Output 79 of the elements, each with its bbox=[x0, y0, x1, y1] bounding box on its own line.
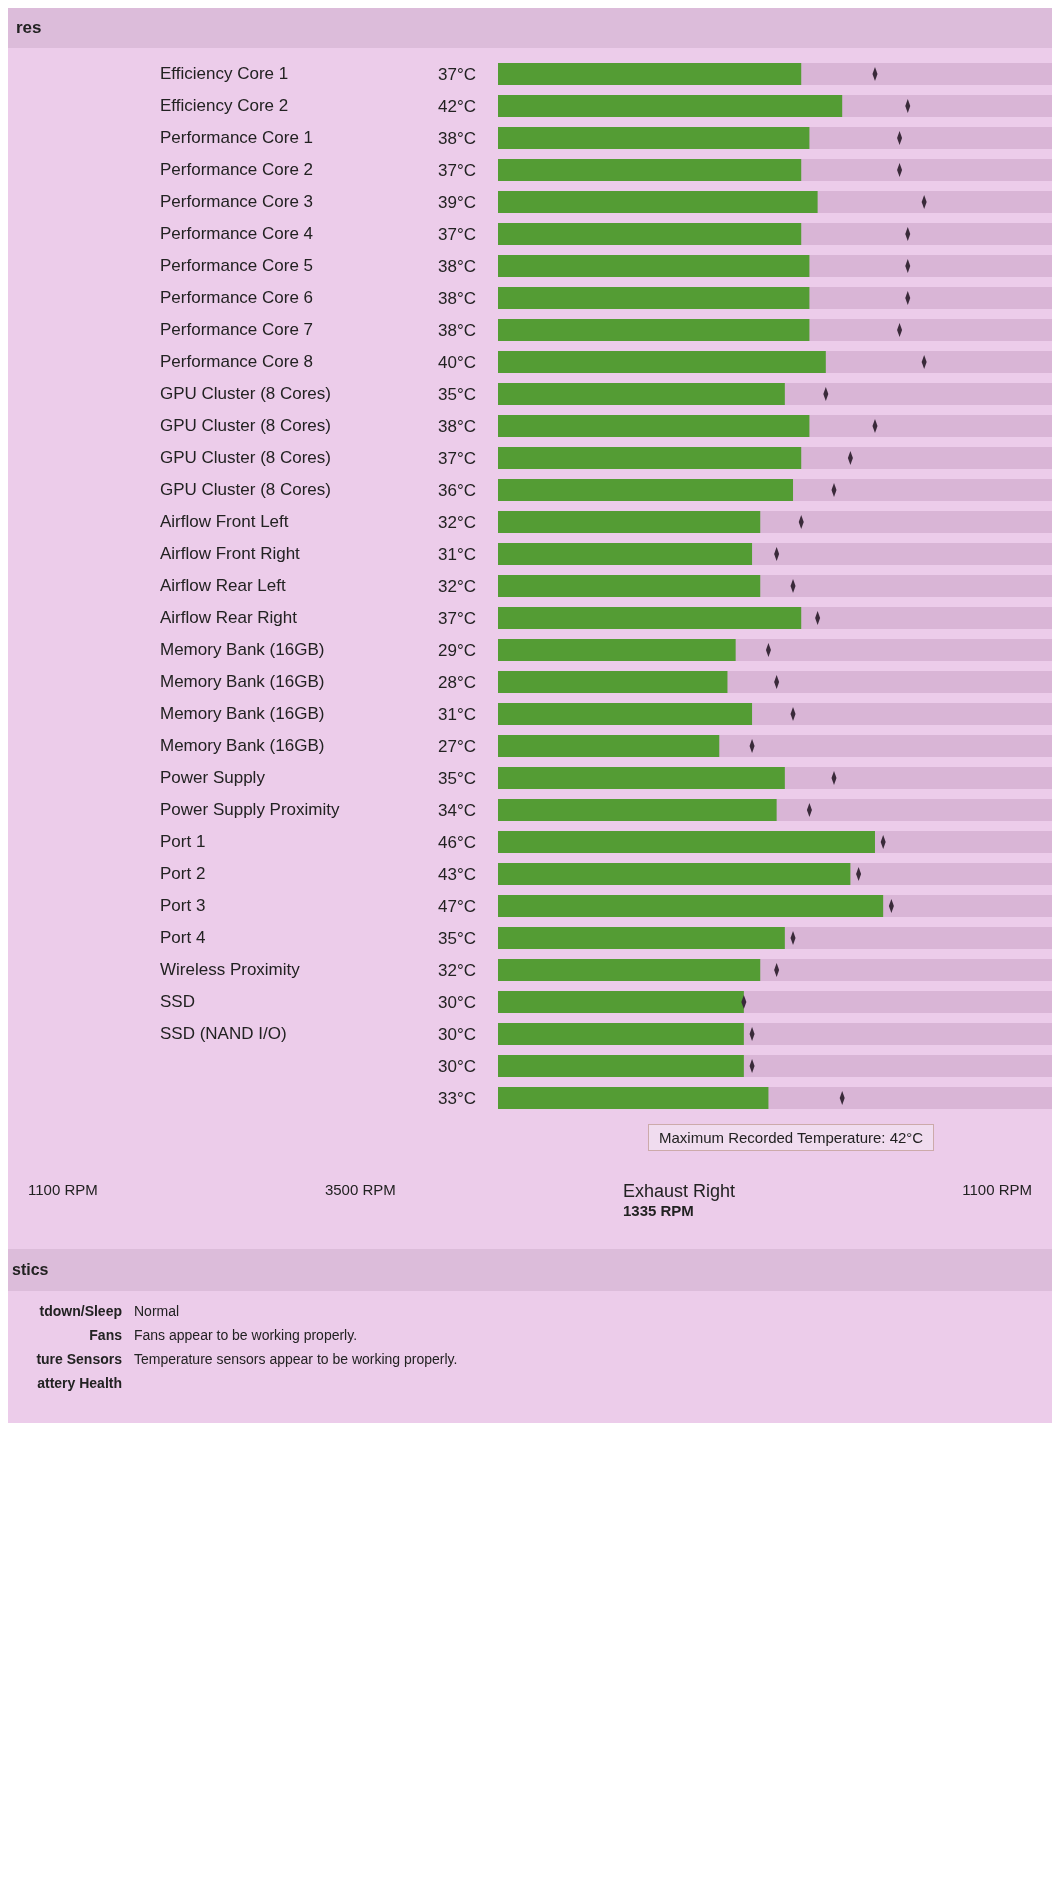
y-tick-label: Wireless Proximity bbox=[160, 960, 301, 979]
y-tick-label: Performance Core 3 bbox=[160, 192, 314, 211]
y-tick-label: Power Supply bbox=[160, 768, 266, 787]
text: Normal bbox=[134, 1303, 181, 1319]
y-tick-label: SSD bbox=[160, 992, 195, 1011]
y-tick-label: Port 3 bbox=[160, 896, 206, 915]
text: ture Sensors bbox=[35, 1351, 122, 1367]
y-tick-label: Performance Core 4 bbox=[160, 224, 314, 243]
data-label: 31°C bbox=[438, 545, 476, 564]
y-tick-label: GPU Cluster (8 Cores) bbox=[160, 480, 331, 499]
text: Temperature sensors appear to be working properly. bbox=[134, 1351, 459, 1367]
data-label: 35°C bbox=[438, 385, 476, 404]
data-label: 37°C bbox=[438, 65, 476, 84]
y-tick-label: Power Supply Proximity bbox=[160, 800, 340, 819]
text: tdown/Sleep bbox=[38, 1303, 122, 1319]
data-label: 32°C bbox=[438, 961, 476, 980]
y-tick-label: Performance Core 8 bbox=[160, 352, 314, 371]
data-label: 36°C bbox=[438, 481, 476, 500]
text: res bbox=[8, 8, 1052, 48]
data-label: 30°C bbox=[438, 1057, 476, 1076]
text: 1100 RPM bbox=[962, 1181, 1032, 1200]
data-label: 38°C bbox=[438, 321, 476, 340]
data-label: 35°C bbox=[438, 769, 476, 788]
data-label: 37°C bbox=[438, 449, 476, 468]
data-label: 29°C bbox=[438, 641, 476, 660]
y-tick-label: Efficiency Core 2 bbox=[160, 96, 289, 115]
y-tick-label: Airflow Rear Right bbox=[160, 608, 298, 627]
y-tick-label: Port 2 bbox=[160, 864, 206, 883]
data-label: 37°C bbox=[438, 225, 476, 244]
text: Fans bbox=[88, 1327, 122, 1343]
data-label: 32°C bbox=[438, 577, 476, 596]
text: Exhaust Right bbox=[622, 1181, 736, 1202]
data-label: 27°C bbox=[438, 737, 476, 756]
data-label: 43°C bbox=[438, 865, 476, 884]
data-label: 39°C bbox=[438, 193, 476, 212]
y-tick-label: Airflow Front Left bbox=[160, 512, 289, 531]
data-label: 34°C bbox=[438, 801, 476, 820]
data-label: 35°C bbox=[438, 929, 476, 948]
y-tick-label: Efficiency Core 1 bbox=[160, 64, 289, 83]
y-tick-label: Airflow Front Right bbox=[160, 544, 301, 563]
data-label: 31°C bbox=[438, 705, 476, 724]
y-tick-label: Performance Core 7 bbox=[160, 320, 314, 339]
data-label: 42°C bbox=[438, 97, 476, 116]
data-label: 40°C bbox=[438, 353, 476, 372]
y-tick-label: Memory Bank (16GB) bbox=[160, 672, 325, 691]
y-tick-label: SSD (NAND I/O) bbox=[160, 1024, 287, 1043]
y-tick-label: Port 1 bbox=[160, 832, 206, 851]
data-label: 38°C bbox=[438, 417, 476, 436]
data-label: 33°C bbox=[438, 1089, 476, 1108]
y-tick-label: Port 4 bbox=[160, 928, 206, 947]
data-label: 47°C bbox=[438, 897, 476, 916]
y-tick-label: Performance Core 5 bbox=[160, 256, 314, 275]
y-tick-label: Performance Core 1 bbox=[160, 128, 314, 147]
y-tick-label: GPU Cluster (8 Cores) bbox=[160, 416, 331, 435]
text: 3500 RPM bbox=[324, 1181, 396, 1200]
data-label: 30°C bbox=[438, 1025, 476, 1044]
data-label: 38°C bbox=[438, 129, 476, 148]
y-tick-label: GPU Cluster (8 Cores) bbox=[160, 448, 331, 467]
y-tick-label: Performance Core 2 bbox=[160, 160, 314, 179]
text: stics bbox=[8, 1249, 1052, 1291]
text: Maximum Recorded Temperature: 42°C bbox=[648, 1124, 935, 1151]
y-tick-label: Memory Bank (16GB) bbox=[160, 640, 325, 659]
data-label: 37°C bbox=[438, 161, 476, 180]
y-tick-label: GPU Cluster (8 Cores) bbox=[160, 384, 331, 403]
text: 1100 RPM bbox=[28, 1181, 98, 1200]
data-label: 30°C bbox=[438, 993, 476, 1012]
y-tick-label: Memory Bank (16GB) bbox=[160, 704, 325, 723]
text: attery Health bbox=[36, 1375, 122, 1391]
text: Fans appear to be working properly. bbox=[134, 1327, 359, 1343]
data-label: 46°C bbox=[438, 833, 476, 852]
y-tick-label: Memory Bank (16GB) bbox=[160, 736, 325, 755]
data-label: 37°C bbox=[438, 609, 476, 628]
text: 1335 RPM bbox=[622, 1202, 694, 1219]
data-label: 38°C bbox=[438, 289, 476, 308]
data-label: 28°C bbox=[438, 673, 476, 692]
y-tick-label: Performance Core 6 bbox=[160, 288, 314, 307]
data-label: 38°C bbox=[438, 257, 476, 276]
y-tick-label: Airflow Rear Left bbox=[160, 576, 286, 595]
data-label: 32°C bbox=[438, 513, 476, 532]
